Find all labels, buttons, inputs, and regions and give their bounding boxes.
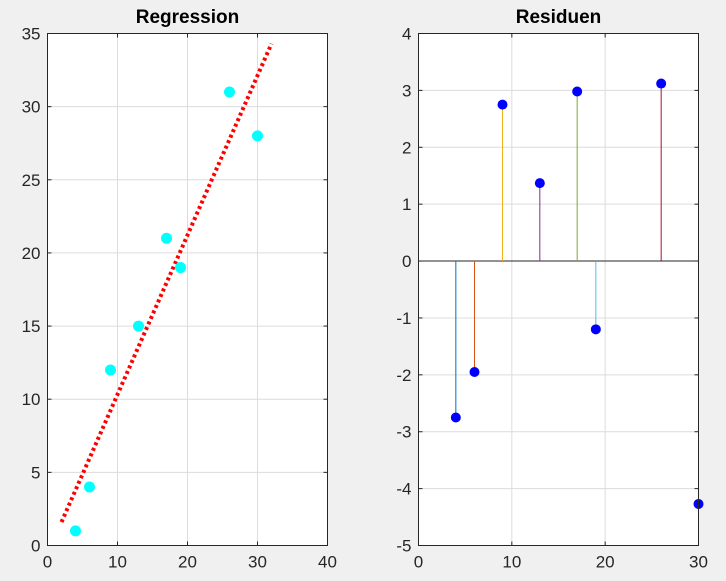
regression-y-tick-label: 5 xyxy=(31,463,40,482)
regression-data-point xyxy=(175,262,186,274)
regression-y-tick-label: 20 xyxy=(22,244,41,263)
residuals-y-tick-label: -5 xyxy=(396,537,411,556)
regression-grid xyxy=(47,33,328,546)
regression-panel: 0 10 20 30 40 0 5 10 15 20 25 30 35 Regression xyxy=(22,7,337,572)
regression-data-point xyxy=(105,364,116,376)
regression-y-tick-label: 0 xyxy=(31,537,40,556)
residual-marker xyxy=(590,324,601,335)
regression-x-tick-label: 20 xyxy=(178,553,197,572)
regression-data-point xyxy=(84,481,95,493)
residuals-x-tick-label: 20 xyxy=(596,553,615,572)
regression-data-points xyxy=(70,86,263,537)
regression-y-tick-label: 30 xyxy=(22,98,41,117)
regression-data-point xyxy=(161,232,172,244)
residuals-y-tick-label: 1 xyxy=(402,195,411,214)
regression-axes-box xyxy=(47,33,328,546)
residuals-y-tick-label: 2 xyxy=(402,138,411,157)
regression-x-tick-label: 40 xyxy=(318,553,337,572)
residuals-x-tick-label: 30 xyxy=(689,553,708,572)
residual-marker xyxy=(572,86,583,97)
residual-marker xyxy=(497,99,508,110)
residuals-y-tick-labels: -5 -4 -3 -2 -1 0 1 2 3 4 xyxy=(396,25,411,556)
regression-data-point xyxy=(224,86,235,98)
regression-y-tick-label: 25 xyxy=(22,171,41,190)
regression-y-tick-label: 15 xyxy=(22,317,41,336)
residuals-axes-box xyxy=(418,33,699,546)
regression-y-tick-label: 35 xyxy=(22,25,41,44)
residuals-x-tick-labels: 0 10 20 30 xyxy=(414,553,708,572)
residuals-y-tick-label: -2 xyxy=(396,366,411,385)
residual-marker xyxy=(534,178,545,189)
residuals-y-tick-label: -4 xyxy=(396,480,411,499)
regression-data-point xyxy=(133,320,144,332)
residuals-title: Residuen xyxy=(516,7,602,28)
regression-y-tick-labels: 0 5 10 15 20 25 30 35 xyxy=(22,25,41,556)
residual-marker xyxy=(450,412,461,423)
residuals-y-tick-label: 0 xyxy=(402,252,411,271)
regression-data-point xyxy=(252,130,263,142)
regression-x-tick-label: 10 xyxy=(108,553,127,572)
residuals-x-tick-label: 10 xyxy=(502,553,521,572)
regression-y-tick-label: 10 xyxy=(22,390,41,409)
residuals-y-tick-label: 3 xyxy=(402,81,411,100)
regression-x-tick-labels: 0 10 20 30 40 xyxy=(43,553,337,572)
regression-x-tick-label: 30 xyxy=(248,553,267,572)
residuals-x-tick-label: 0 xyxy=(414,553,423,572)
regression-x-tick-label: 0 xyxy=(43,553,52,572)
residual-marker xyxy=(656,78,667,89)
residuals-plot-area xyxy=(418,33,699,546)
residuals-panel: 0 10 20 30 -5 -4 -3 -2 -1 0 1 2 3 4 Residuen xyxy=(396,7,708,572)
residuals-y-tick-label: -1 xyxy=(396,309,411,328)
residuals-y-tick-label: -3 xyxy=(396,423,411,442)
regression-data-point xyxy=(70,525,81,537)
regression-title: Regression xyxy=(136,7,239,28)
residual-marker xyxy=(469,366,480,377)
residuals-y-tick-label: 4 xyxy=(402,25,411,44)
